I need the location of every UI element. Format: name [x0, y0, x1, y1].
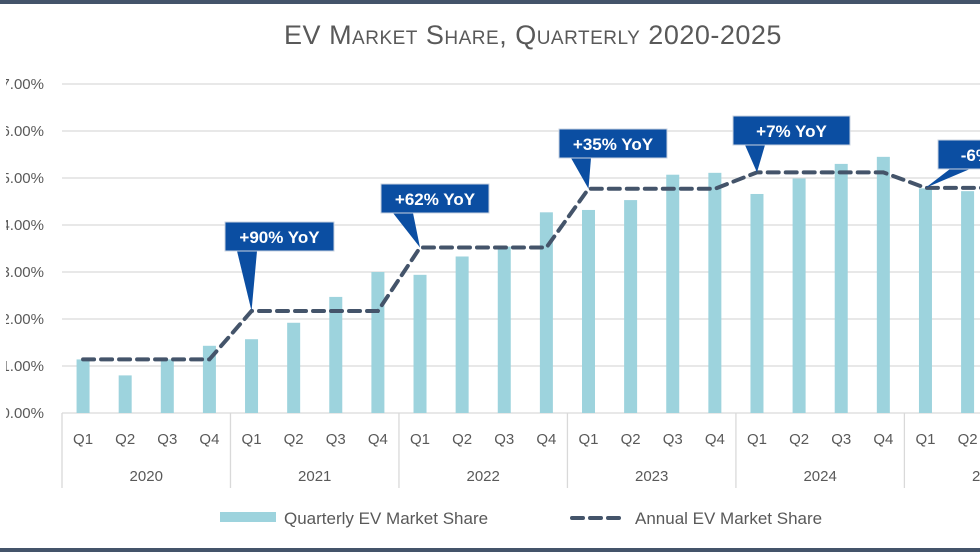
yoy-callout: +7% YoY: [732, 115, 851, 173]
bar-2023-Q3: [666, 174, 680, 413]
yoy-callout: +62% YoY: [380, 183, 490, 248]
x-tick-label: Q2: [115, 431, 135, 448]
x-tick-label: Q4: [873, 431, 893, 448]
callout-label: +35% YoY: [573, 135, 654, 154]
year-label: 2025: [972, 468, 980, 485]
x-tick-label: Q2: [789, 431, 809, 448]
callout-pointer: [925, 169, 970, 188]
bar-2023-Q4: [708, 172, 722, 413]
bar-2022-Q4: [539, 212, 553, 413]
bar-2022-Q1: [413, 274, 427, 413]
callout-box: [732, 115, 851, 146]
bottom-border: [0, 548, 980, 552]
x-tick-label: Q2: [621, 431, 641, 448]
x-tick-label: Q2: [452, 431, 472, 448]
y-tick-label: 4.00%: [1, 217, 44, 234]
legend-bar-swatch: [220, 512, 276, 522]
bar-2024-Q1: [750, 193, 764, 413]
callout-box: [224, 221, 335, 252]
x-tick-label: Q4: [705, 431, 725, 448]
top-border: [0, 0, 980, 4]
y-tick-label: 5.00%: [1, 170, 44, 187]
bar-2021-Q1: [245, 339, 259, 413]
bar-2020-Q1: [76, 359, 90, 413]
x-tick-label: Q1: [410, 431, 430, 448]
x-tick-label: Q2: [284, 431, 304, 448]
x-tick-label: Q3: [831, 431, 851, 448]
bar-2022-Q3: [497, 246, 511, 413]
y-tick-label: 1.00%: [1, 358, 44, 375]
x-tick-label: Q2: [958, 431, 978, 448]
x-tick-label: Q4: [199, 431, 219, 448]
bar-2023-Q2: [624, 200, 638, 413]
y-tick-label: 7.00%: [1, 76, 44, 93]
year-label: 2021: [298, 468, 331, 485]
year-label: 2024: [803, 468, 836, 485]
callout-label: +62% YoY: [395, 190, 476, 209]
legend-label-annual: Annual EV Market Share: [635, 509, 822, 528]
callout-box: [558, 128, 668, 159]
bar-2021-Q4: [371, 272, 385, 413]
year-label: 2022: [467, 468, 500, 485]
callout-label: +7% YoY: [756, 122, 827, 141]
bar-2025-Q2: [961, 191, 975, 413]
bar-2020-Q2: [118, 375, 132, 413]
y-tick-label: 0.00%: [1, 405, 44, 422]
x-tick-label: Q1: [73, 431, 93, 448]
bar-2020-Q3: [160, 359, 174, 413]
bar-2024-Q3: [834, 163, 848, 413]
callout-box: [937, 139, 980, 170]
bar-2024-Q4: [876, 156, 890, 413]
x-tick-label: Q1: [242, 431, 262, 448]
yoy-callout: +35% YoY: [558, 128, 668, 189]
x-tick-label: Q3: [157, 431, 177, 448]
x-tick-label: Q1: [578, 431, 598, 448]
bar-2021-Q2: [287, 322, 301, 413]
callout-pointer: [745, 145, 765, 173]
y-tick-label: 2.00%: [1, 311, 44, 328]
y-tick-label: 6.00%: [1, 123, 44, 140]
bar-2023-Q1: [582, 209, 595, 413]
callout-box: [380, 183, 490, 214]
bar-2022-Q2: [455, 256, 469, 413]
callout-pointer: [571, 158, 591, 189]
annual-share-line: [81, 170, 980, 362]
bar-2024-Q2: [792, 178, 806, 413]
year-label: 2020: [130, 468, 163, 485]
bar-2021-Q3: [329, 296, 343, 413]
x-tick-label: Q1: [915, 431, 935, 448]
callout-pointer: [393, 213, 421, 248]
x-tick-label: Q3: [663, 431, 683, 448]
bar-2025-Q1: [918, 188, 932, 413]
y-tick-label: 3.00%: [1, 264, 44, 281]
x-tick-label: Q3: [494, 431, 514, 448]
x-tick-label: Q4: [368, 431, 388, 448]
x-tick-label: Q4: [536, 431, 556, 448]
x-tick-label: Q3: [326, 431, 346, 448]
bar-2020-Q4: [202, 345, 216, 413]
yoy-callout: +90% YoY: [224, 221, 335, 312]
year-label: 2023: [635, 468, 668, 485]
chart-title: EV Market Share, Quarterly 2020-2025: [284, 20, 782, 50]
yoy-callout: -6% YoY: [925, 139, 980, 188]
callout-label: -6% YoY: [961, 146, 980, 165]
x-tick-label: Q1: [747, 431, 767, 448]
callout-label: +90% YoY: [239, 228, 320, 247]
legend-label-quarterly: Quarterly EV Market Share: [284, 509, 488, 528]
callout-pointer: [237, 251, 257, 312]
